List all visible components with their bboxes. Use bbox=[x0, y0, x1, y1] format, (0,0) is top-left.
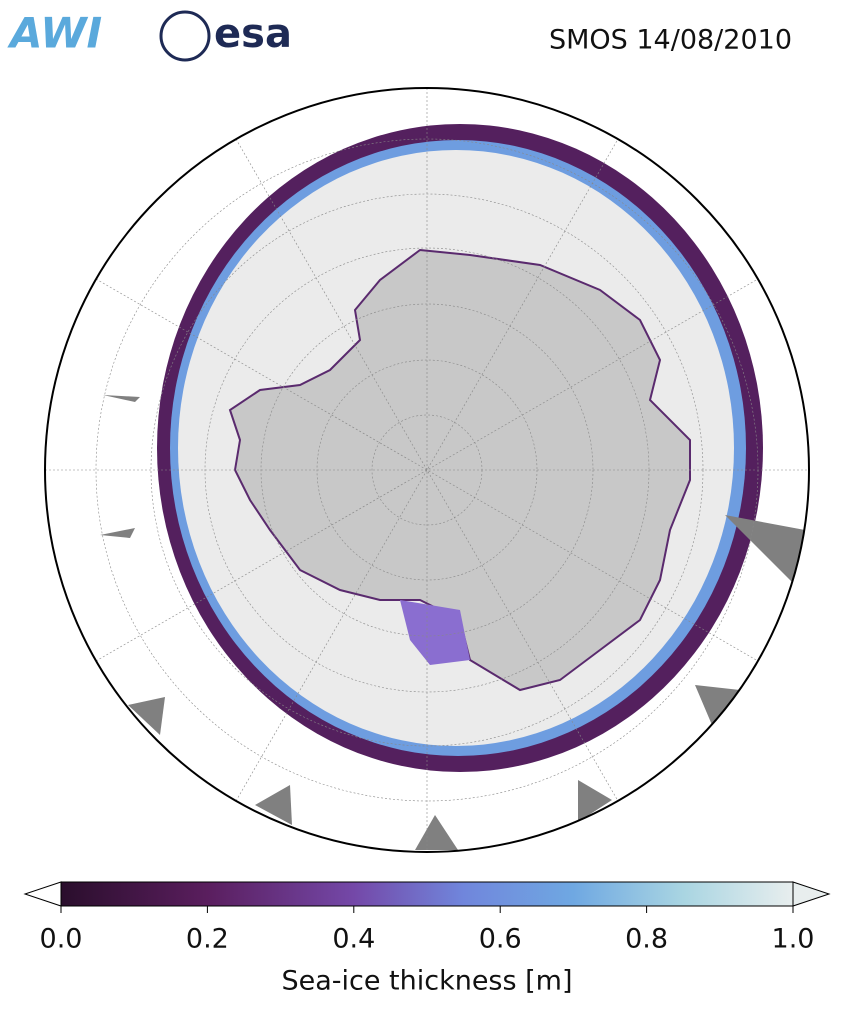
colorbar-ramp bbox=[61, 882, 793, 906]
colorbar-under bbox=[23, 881, 62, 907]
awi-logo: AWI bbox=[7, 9, 102, 58]
colorbar-label: Sea-ice thickness [m] bbox=[281, 966, 572, 997]
colorbar-tick-label: 0.4 bbox=[332, 924, 375, 955]
graticule bbox=[45, 88, 809, 852]
ross-sea-ice bbox=[400, 600, 470, 665]
colorbar-over bbox=[792, 881, 831, 907]
colorbar-frame bbox=[60, 881, 794, 907]
esa-logo: esa bbox=[214, 11, 292, 57]
colorbar-tick-label: 0.6 bbox=[479, 924, 522, 955]
esa-symbol bbox=[159, 10, 211, 62]
map-title: SMOS 14/08/2010 bbox=[549, 25, 792, 56]
colorbar-tick-label: 0.8 bbox=[625, 924, 668, 955]
colorbar-tick-label: 0.0 bbox=[40, 924, 83, 955]
colorbar-tick-label: 0.2 bbox=[186, 924, 229, 955]
colorbar-tick-label: 1.0 bbox=[772, 924, 815, 955]
map bbox=[45, 88, 809, 852]
map-frame bbox=[44, 87, 810, 853]
colorbar: Sea-ice thickness [m] bbox=[23, 881, 831, 997]
land-patches bbox=[100, 395, 805, 850]
logos: AWI esa bbox=[7, 9, 292, 62]
